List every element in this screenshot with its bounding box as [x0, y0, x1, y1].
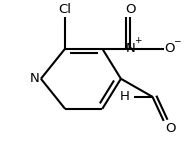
Text: N: N [125, 42, 135, 55]
Text: −: − [173, 36, 180, 45]
Text: Cl: Cl [59, 3, 72, 16]
Text: +: + [134, 36, 142, 45]
Text: N: N [29, 72, 39, 85]
Text: O: O [166, 122, 176, 135]
Text: O: O [165, 42, 175, 55]
Text: H: H [119, 90, 129, 103]
Text: O: O [125, 3, 135, 16]
